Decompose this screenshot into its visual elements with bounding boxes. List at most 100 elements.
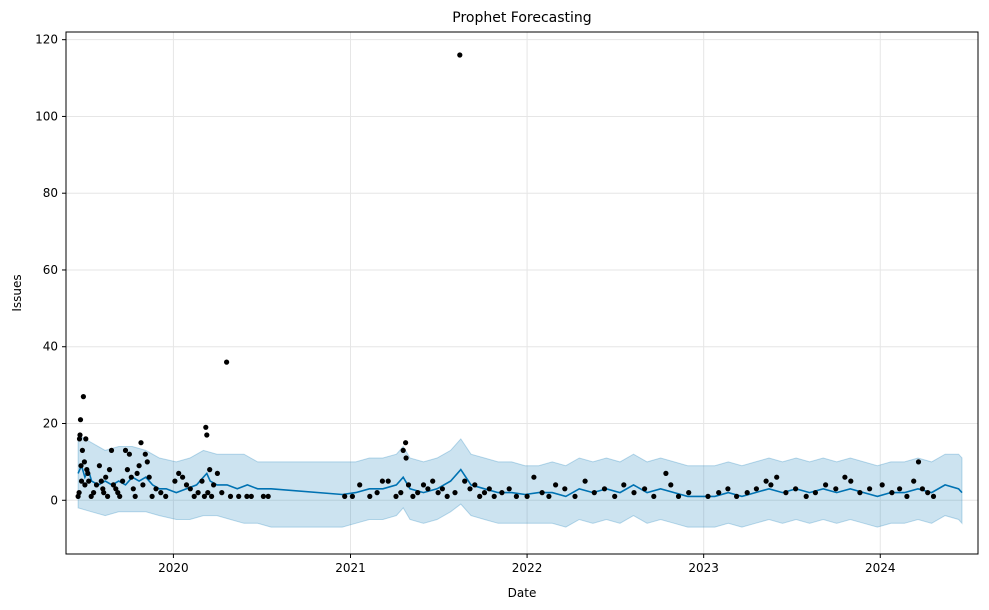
- observed-point: [539, 490, 545, 496]
- forecast-series-line: [77, 463, 963, 498]
- observed-point: [191, 493, 197, 499]
- observed-point: [405, 482, 412, 488]
- observed-point: [531, 474, 537, 480]
- observed-point: [379, 478, 385, 484]
- observed-point: [199, 478, 205, 484]
- observed-point: [591, 490, 597, 496]
- observed-point: [163, 493, 169, 499]
- uncertainty-band: [77, 434, 963, 528]
- observed-point: [101, 490, 107, 496]
- observed-point: [499, 490, 505, 496]
- observed-point: [122, 447, 129, 453]
- observed-point: [879, 482, 885, 488]
- observed-point: [134, 470, 140, 476]
- observed-point: [248, 493, 254, 499]
- observed-point: [686, 490, 692, 496]
- y-axis: 0 20 40 60 80 100 120: [35, 33, 66, 507]
- observed-point: [403, 440, 409, 446]
- observed-point: [77, 432, 83, 438]
- observed-point: [462, 478, 468, 484]
- observed-point: [77, 417, 84, 423]
- observed-point: [642, 486, 648, 492]
- x-axis: 2020 2021 2022 2023 2024: [158, 554, 896, 575]
- observed-point: [430, 478, 436, 484]
- observed-point: [149, 493, 155, 499]
- observed-point: [486, 486, 492, 492]
- forecast-line: [77, 463, 963, 498]
- observed-point: [467, 486, 473, 492]
- observed-point: [783, 490, 789, 496]
- observed-point: [601, 486, 608, 492]
- observed-point: [400, 447, 406, 453]
- observed-point: [768, 482, 774, 488]
- observed-point: [80, 394, 86, 400]
- observed-point: [546, 493, 552, 499]
- observed-point: [734, 493, 740, 499]
- observed-point: [904, 493, 910, 499]
- observed-point: [93, 482, 100, 488]
- observed-point: [897, 486, 903, 492]
- chart-title: Prophet Forecasting: [452, 10, 591, 26]
- observed-point: [491, 493, 497, 499]
- observed-point: [744, 490, 750, 496]
- observed-point: [842, 474, 848, 480]
- observed-point: [774, 474, 780, 480]
- observed-point: [201, 493, 207, 499]
- plot-frame: [65, 31, 979, 555]
- observed-point: [128, 474, 134, 480]
- observed-point: [187, 486, 193, 492]
- observed-point: [85, 470, 91, 476]
- observed-point: [374, 490, 380, 496]
- observed-point: [513, 493, 520, 499]
- observed-point: [925, 490, 931, 496]
- observed-point: [204, 432, 210, 438]
- observed-point: [236, 493, 242, 499]
- observed-point: [915, 459, 922, 465]
- observed-point: [621, 482, 627, 488]
- observed-point: [668, 482, 674, 488]
- observed-point: [524, 493, 530, 499]
- observed-point: [763, 478, 769, 484]
- observed-point: [144, 459, 150, 465]
- x-tick-label: 2022: [512, 561, 543, 575]
- observed-point: [224, 359, 230, 365]
- observed-point: [582, 478, 588, 484]
- y-axis-label: Issues: [10, 274, 24, 311]
- observed-point: [398, 490, 404, 496]
- observed-point: [209, 493, 215, 499]
- observed-point: [96, 463, 102, 469]
- observed-point: [631, 490, 637, 496]
- observed-point: [132, 493, 138, 499]
- observed-point: [117, 493, 123, 499]
- observed-point: [120, 478, 126, 484]
- observed-point: [911, 478, 917, 484]
- observed-point: [725, 486, 731, 492]
- observed-point: [124, 467, 130, 473]
- observed-point: [136, 463, 142, 469]
- observed-point: [79, 447, 85, 453]
- observed-point: [153, 486, 159, 492]
- observed-point: [146, 474, 152, 480]
- observed-point: [349, 493, 355, 499]
- observed-point: [919, 486, 926, 492]
- observed-point: [183, 482, 190, 488]
- x-tick-label: 2020: [158, 561, 189, 575]
- observed-point: [76, 490, 82, 496]
- observed-point: [848, 478, 854, 484]
- observed-point: [716, 490, 722, 496]
- observed-point: [753, 486, 760, 492]
- observed-point: [138, 440, 144, 446]
- observed-point: [572, 493, 578, 499]
- observed-point: [83, 436, 89, 442]
- observed-point: [207, 467, 213, 473]
- observed-point: [140, 482, 146, 488]
- observed-point: [108, 447, 115, 453]
- uncertainty-band-area: [77, 434, 963, 528]
- x-axis-label: Date: [508, 586, 537, 600]
- observed-point: [219, 490, 225, 496]
- observed-point: [82, 482, 88, 488]
- x-tick-label: 2024: [865, 561, 896, 575]
- observed-point: [367, 493, 373, 499]
- observed-point: [214, 470, 220, 476]
